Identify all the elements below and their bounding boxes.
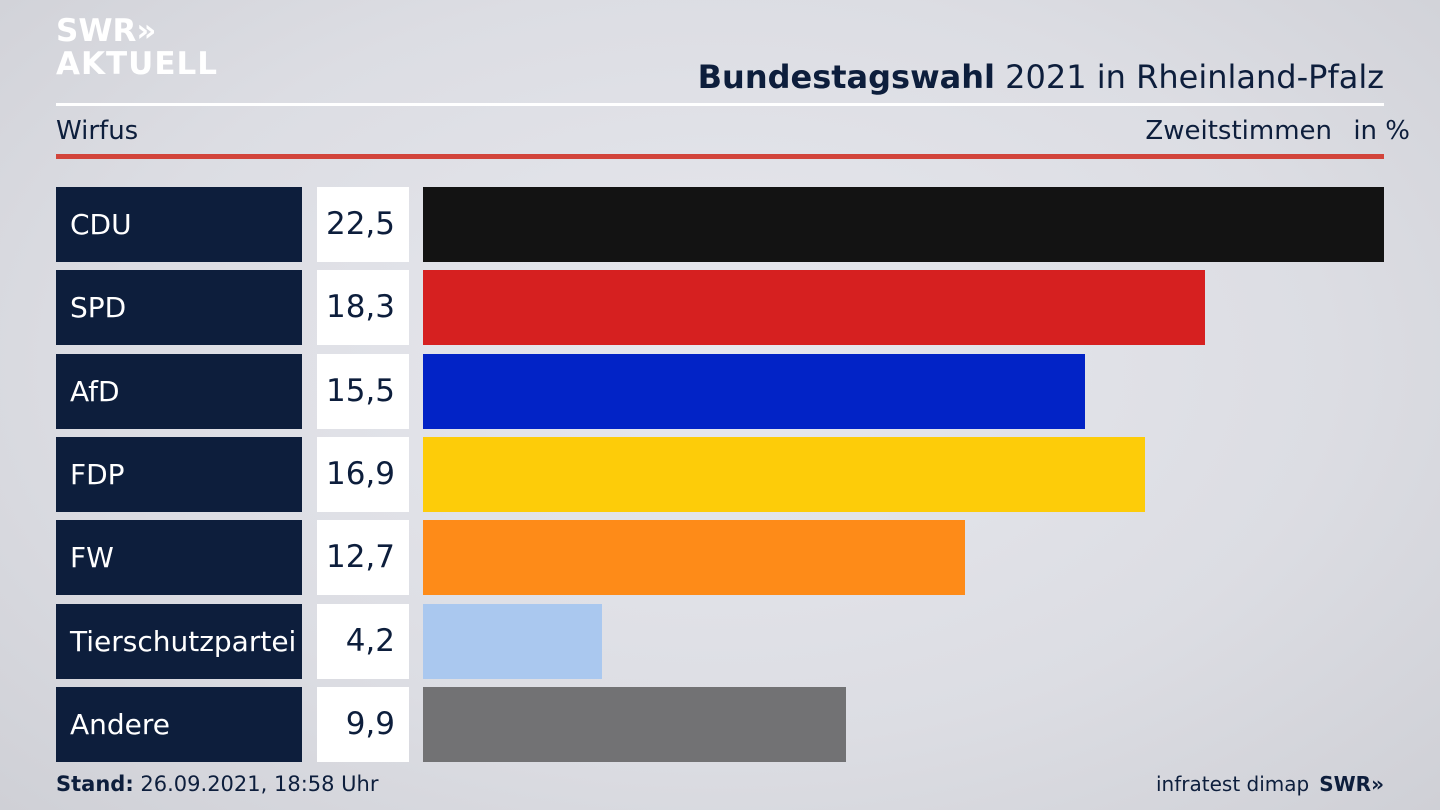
source-brand: SWR» bbox=[1319, 772, 1384, 796]
chart-title-rest: 2021 in Rheinland-Pfalz bbox=[995, 58, 1384, 96]
bar-row: CDU 22,5 bbox=[56, 187, 1384, 262]
chart-title: Bundestagswahl 2021 in Rheinland-Pfalz bbox=[698, 58, 1384, 96]
party-label: AfD bbox=[56, 354, 302, 429]
source-label: infratest dimap bbox=[1156, 772, 1310, 796]
party-label: Tierschutzpartei bbox=[56, 604, 302, 679]
timestamp-label: Stand: bbox=[56, 772, 134, 796]
bar-row: AfD 15,5 bbox=[56, 354, 1384, 429]
bar-row: FDP 16,9 bbox=[56, 437, 1384, 512]
bar bbox=[423, 604, 602, 679]
party-label: FW bbox=[56, 520, 302, 595]
party-label: Andere bbox=[56, 687, 302, 762]
logo-line-2: AKTUELL bbox=[56, 46, 219, 82]
value-label: 15,5 bbox=[317, 354, 409, 429]
timestamp: Stand: 26.09.2021, 18:58 Uhr bbox=[56, 772, 379, 796]
bar bbox=[423, 520, 965, 595]
source-credit: infratest dimap SWR» bbox=[1156, 772, 1384, 796]
party-label: FDP bbox=[56, 437, 302, 512]
value-label: 16,9 bbox=[317, 437, 409, 512]
bar bbox=[423, 687, 846, 762]
bar bbox=[423, 270, 1205, 345]
accent-divider bbox=[56, 154, 1384, 159]
party-label: SPD bbox=[56, 270, 302, 345]
bar-row: FW 12,7 bbox=[56, 520, 1384, 595]
unit-label: in % bbox=[1353, 116, 1410, 146]
bar-row: Tierschutzpartei 4,2 bbox=[56, 604, 1384, 679]
bar bbox=[423, 354, 1085, 429]
value-label: 9,9 bbox=[317, 687, 409, 762]
value-label: 4,2 bbox=[317, 604, 409, 679]
bar-row: Andere 9,9 bbox=[56, 687, 1384, 762]
party-label: CDU bbox=[56, 187, 302, 262]
swr-aktuell-logo: SWR» AKTUELL bbox=[56, 16, 218, 80]
logo-line-1: SWR» bbox=[56, 13, 157, 49]
header-divider bbox=[56, 103, 1384, 106]
value-label: 22,5 bbox=[317, 187, 409, 262]
timestamp-value: 26.09.2021, 18:58 Uhr bbox=[133, 772, 379, 796]
value-label: 18,3 bbox=[317, 270, 409, 345]
chart-title-bold: Bundestagswahl bbox=[697, 58, 995, 96]
constituency-label: Wirfus bbox=[56, 116, 139, 146]
bar bbox=[423, 187, 1384, 262]
measure-label: Zweitstimmen bbox=[1145, 116, 1332, 146]
value-label: 12,7 bbox=[317, 520, 409, 595]
bar bbox=[423, 437, 1145, 512]
bar-row: SPD 18,3 bbox=[56, 270, 1384, 345]
